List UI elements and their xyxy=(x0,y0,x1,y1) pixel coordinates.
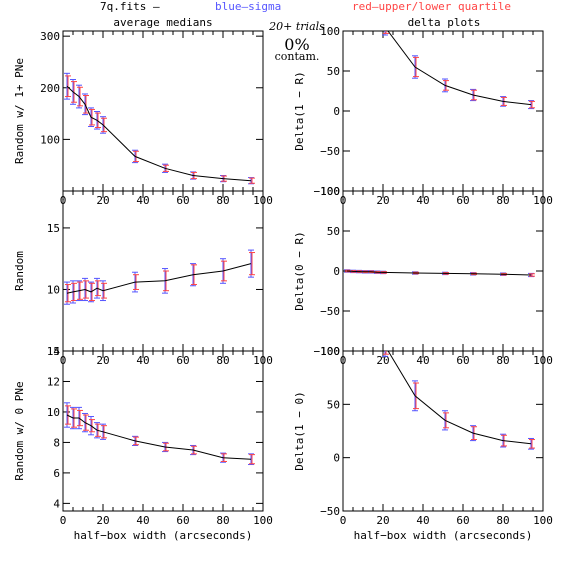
plot-frame xyxy=(342,30,544,192)
y-tick-label: 0 xyxy=(333,105,340,118)
x-tick-label: 0 xyxy=(340,514,347,527)
y-tick-label: 100 xyxy=(40,133,60,146)
y-tick-label: 14 xyxy=(47,345,61,358)
y-tick-label: 100 xyxy=(320,25,340,38)
y-tick-label: 200 xyxy=(40,82,60,95)
x-tick-label: 40 xyxy=(416,194,429,207)
y-axis-label: Random w/ 1+ PNe xyxy=(13,58,26,164)
x-tick-label: 60 xyxy=(456,194,469,207)
y-tick-label: 4 xyxy=(53,497,60,510)
median-line xyxy=(66,414,252,460)
x-tick-label: 80 xyxy=(496,194,509,207)
x-tick-label: 20 xyxy=(96,354,109,367)
series-p3 xyxy=(64,249,255,305)
x-tick-label: 80 xyxy=(216,194,229,207)
x-tick-label: 100 xyxy=(253,514,273,527)
y-tick-label: −50 xyxy=(320,145,340,158)
x-tick-label: 80 xyxy=(216,514,229,527)
y-tick-label: 0 xyxy=(333,265,340,278)
x-tick-label: 60 xyxy=(176,194,189,207)
x-tick-label: 60 xyxy=(176,354,189,367)
series-p6 xyxy=(382,351,535,450)
x-tick-label: 100 xyxy=(533,514,553,527)
x-tick-label: 80 xyxy=(496,514,509,527)
y-tick-label: −100 xyxy=(314,185,341,198)
y-axis-label: Random w/ 0 PNe xyxy=(13,381,26,480)
contam-percent: 0% xyxy=(284,35,309,54)
median-line xyxy=(387,31,532,106)
header-red-legend: red—upper/lower quartile xyxy=(352,0,511,13)
y-tick-label: 15 xyxy=(47,222,60,235)
y-tick-label: 10 xyxy=(47,283,60,296)
series-p2 xyxy=(382,31,535,110)
contam-label: contam. xyxy=(275,50,320,63)
series-p4 xyxy=(344,269,535,278)
y-tick-label: −100 xyxy=(314,345,341,358)
x-tick-label: 20 xyxy=(376,194,389,207)
series-p5 xyxy=(64,402,255,466)
x-tick-label: 80 xyxy=(216,354,229,367)
y-axis-label: Delta(1 − 0) xyxy=(293,391,306,470)
series-p1 xyxy=(64,72,255,185)
x-axis-label: half−box width (arcseconds) xyxy=(354,529,533,542)
y-tick-label: 50 xyxy=(327,398,340,411)
x-tick-label: 20 xyxy=(376,514,389,527)
y-axis-label: Random xyxy=(13,251,26,291)
y-axis-label: Delta(1 − R) xyxy=(293,71,306,150)
median-line xyxy=(387,351,532,445)
left-title: average medians xyxy=(113,16,212,29)
x-tick-label: 20 xyxy=(96,194,109,207)
y-tick-label: 5 xyxy=(53,345,60,358)
y-tick-label: 10 xyxy=(47,406,60,419)
header-file: 7q.fits — xyxy=(100,0,160,13)
plot-frame xyxy=(62,350,264,512)
x-tick-label: 40 xyxy=(136,194,149,207)
median-line xyxy=(346,270,532,276)
right-title: delta plots xyxy=(408,16,481,29)
plot-frame xyxy=(342,350,544,512)
median-line xyxy=(66,263,252,294)
x-tick-label: 40 xyxy=(416,514,429,527)
x-tick-label: 0 xyxy=(60,514,67,527)
y-axis-label: Delta(0 − R) xyxy=(293,231,306,310)
median-line xyxy=(66,85,252,182)
header-blue-legend: blue—sigma xyxy=(215,0,281,13)
y-tick-label: 50 xyxy=(327,225,340,238)
x-tick-label: 80 xyxy=(496,354,509,367)
x-tick-label: 20 xyxy=(376,354,389,367)
y-tick-label: 300 xyxy=(40,30,60,43)
x-tick-label: 60 xyxy=(456,354,469,367)
trials-label: 20+ trials xyxy=(268,20,325,33)
y-tick-label: 50 xyxy=(327,65,340,78)
y-tick-label: 6 xyxy=(53,467,60,480)
y-tick-label: −50 xyxy=(320,305,340,318)
y-tick-label: −50 xyxy=(320,505,340,518)
y-tick-label: 0 xyxy=(333,452,340,465)
y-tick-label: 100 xyxy=(320,345,340,358)
x-tick-label: 40 xyxy=(416,354,429,367)
y-tick-label: 8 xyxy=(53,436,60,449)
x-axis-label: half−box width (arcseconds) xyxy=(74,529,253,542)
x-tick-label: 40 xyxy=(136,354,149,367)
y-tick-label: 12 xyxy=(47,375,60,388)
x-tick-label: 40 xyxy=(136,514,149,527)
panel-p5: 0 20 40 60 80 100 4 6 8 10 12 14 Random w/ 0 PNe half… xyxy=(13,345,273,542)
y-tick-label: 100 xyxy=(320,185,340,198)
x-tick-label: 60 xyxy=(456,514,469,527)
x-tick-label: 60 xyxy=(176,514,189,527)
x-tick-label: 20 xyxy=(96,514,109,527)
